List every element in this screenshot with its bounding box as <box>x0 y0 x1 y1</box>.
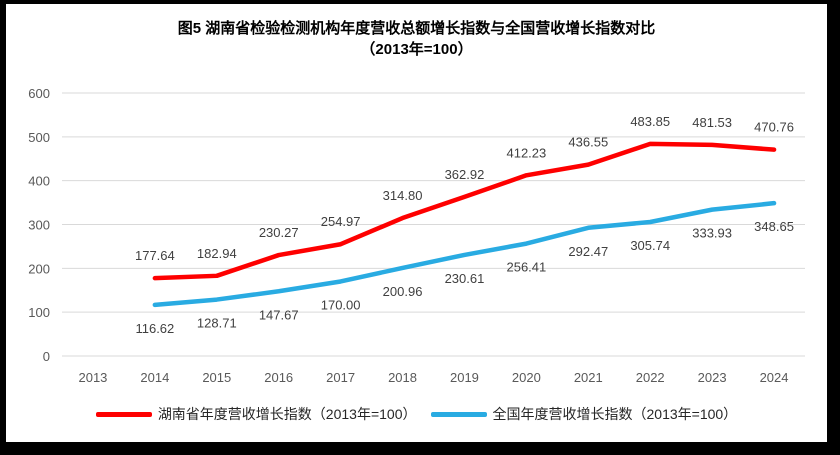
y-tick-label-0: 0 <box>43 349 50 364</box>
x-tick-label-2013: 2013 <box>78 370 107 385</box>
x-tick-label-2016: 2016 <box>264 370 293 385</box>
data-label-1-2021: 292.47 <box>568 244 608 259</box>
y-tick-label-500: 500 <box>28 130 50 145</box>
data-label-0-2021: 436.55 <box>568 135 608 150</box>
data-label-1-2017: 170.00 <box>321 297 361 312</box>
data-label-0-2024: 470.76 <box>754 120 794 135</box>
data-label-0-2022: 483.85 <box>630 114 670 129</box>
series-line-1 <box>152 200 777 308</box>
legend-label-hunan: 湖南省年度营收增长指数（2013年=100） <box>157 406 417 422</box>
y-tick-label-100: 100 <box>28 305 50 320</box>
x-tick-label-2020: 2020 <box>512 370 541 385</box>
x-tick-label-2014: 2014 <box>140 370 169 385</box>
chart-legend: 湖南省年度营收增长指数（2013年=100） 全国年度营收增长指数（2013年=… <box>6 404 827 424</box>
x-tick-label-2017: 2017 <box>326 370 355 385</box>
legend-label-national: 全国年度营收增长指数（2013年=100） <box>492 406 738 422</box>
data-label-1-2016: 147.67 <box>259 307 299 322</box>
data-label-0-2017: 254.97 <box>321 214 361 229</box>
legend-item-national: 全国年度营收增长指数（2013年=100） <box>430 404 738 424</box>
legend-line-sample-red <box>95 411 152 417</box>
data-label-1-2014: 116.62 <box>135 321 174 336</box>
chart-title: 图5 湖南省检验检测机构年度营收总额增长指数与全国营收增长指数对比 （2013年… <box>6 18 827 60</box>
chart-canvas: 图5 湖南省检验检测机构年度营收总额增长指数与全国营收增长指数对比 （2013年… <box>6 4 827 442</box>
y-tick-label-200: 200 <box>28 261 50 276</box>
x-tick-label-2023: 2023 <box>698 370 727 385</box>
data-label-0-2018: 314.80 <box>383 188 423 203</box>
data-label-1-2024: 348.65 <box>754 219 794 234</box>
data-label-1-2020: 256.41 <box>506 260 546 275</box>
legend-line-sample-blue <box>430 411 487 417</box>
legend-item-hunan: 湖南省年度营收增长指数（2013年=100） <box>95 404 417 424</box>
data-label-1-2019: 230.61 <box>445 271 485 286</box>
data-label-0-2016: 230.27 <box>259 225 299 240</box>
y-tick-label-600: 600 <box>28 86 50 101</box>
x-tick-label-2018: 2018 <box>388 370 417 385</box>
chart-title-line1: 图5 湖南省检验检测机构年度营收总额增长指数与全国营收增长指数对比 <box>177 20 656 37</box>
y-tick-label-400: 400 <box>28 174 50 189</box>
data-label-0-2023: 481.53 <box>692 115 732 130</box>
data-label-0-2020: 412.23 <box>506 145 546 160</box>
data-label-1-2023: 333.93 <box>692 226 732 241</box>
x-tick-label-2015: 2015 <box>202 370 231 385</box>
data-label-1-2018: 200.96 <box>383 284 423 299</box>
x-tick-label-2021: 2021 <box>574 370 603 385</box>
data-label-1-2022: 305.74 <box>630 238 670 253</box>
x-tick-label-2024: 2024 <box>760 370 789 385</box>
chart-svg: 0 100 200 300 400 500 600 2013 2014 2015 2016 2017 2… <box>28 86 805 385</box>
x-tick-label-2019: 2019 <box>450 370 479 385</box>
data-label-0-2019: 362.92 <box>445 167 485 182</box>
data-label-1-2015: 128.71 <box>197 316 237 331</box>
data-label-0-2014: 177.64 <box>135 248 175 263</box>
series-line-0 <box>152 141 777 281</box>
x-tick-label-2022: 2022 <box>636 370 665 385</box>
chart-title-line2: （2013年=100） <box>360 41 473 58</box>
y-tick-label-300: 300 <box>28 218 50 233</box>
data-label-0-2015: 182.94 <box>197 246 237 261</box>
